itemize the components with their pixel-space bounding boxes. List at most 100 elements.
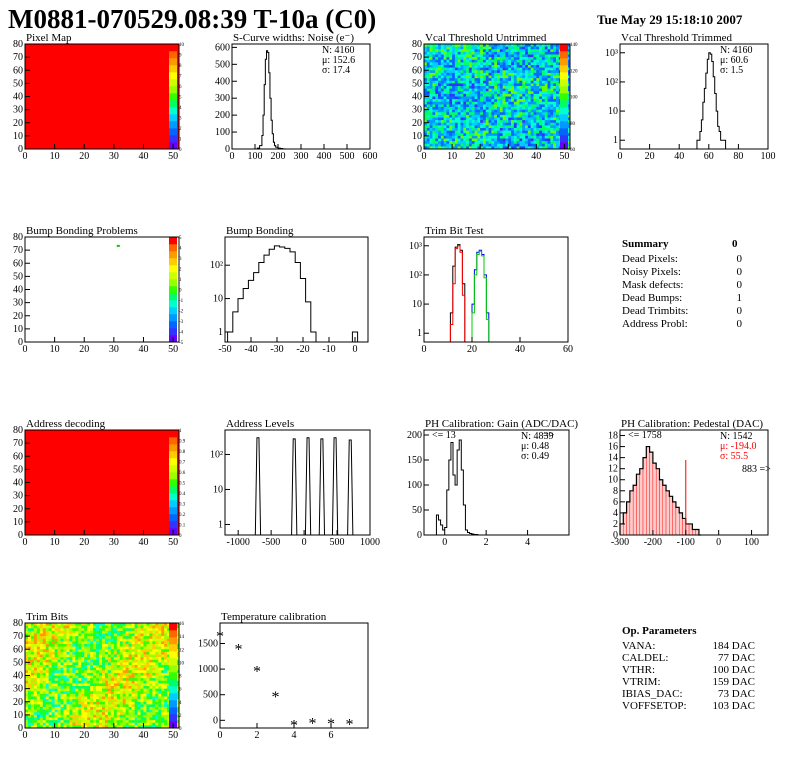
heatmap-cell — [33, 628, 38, 632]
heatmap-cell — [525, 138, 529, 142]
colorbar-segment — [169, 114, 177, 122]
heatmap-cell — [446, 80, 450, 84]
heatmap-cell — [522, 107, 526, 110]
hist-bar-fill — [639, 468, 644, 536]
heatmap-cell — [131, 712, 135, 716]
heatmap-cell — [110, 667, 115, 671]
heatmap-cell — [440, 62, 444, 66]
heatmap-cell — [104, 659, 109, 663]
heatmap-cell — [471, 96, 475, 100]
heatmap-cell — [90, 670, 94, 674]
heatmap-cell — [143, 680, 147, 684]
heatmap-cell — [555, 122, 560, 126]
colorbar-label: 4 — [179, 106, 182, 111]
heatmap-fill — [25, 430, 179, 535]
heatmap-cell — [78, 667, 82, 671]
heatmap-cell — [460, 75, 464, 79]
heatmap-cell — [485, 99, 489, 103]
heatmap-cell — [125, 691, 129, 695]
heatmap-cell — [429, 120, 433, 124]
heatmap-cell — [488, 143, 492, 147]
heatmap-cell — [544, 80, 548, 84]
heatmap-cell — [508, 57, 512, 61]
heatmap-cell — [66, 636, 70, 640]
heatmap-cell — [440, 117, 444, 121]
heatmap-cell — [426, 57, 430, 61]
heatmap-cell — [131, 654, 135, 658]
colorbar-segment — [560, 128, 568, 136]
heatmap-cell — [555, 80, 560, 84]
heatmap-cell — [491, 72, 495, 76]
heatmap-cell — [488, 99, 492, 103]
heatmap-cell — [466, 125, 470, 129]
heatmap-cell — [93, 680, 97, 684]
heatmap-cell — [25, 722, 29, 726]
hist-peak — [254, 437, 262, 536]
colorbar-segment — [169, 121, 177, 129]
heatmap-cell — [502, 75, 506, 79]
heatmap-cell — [452, 49, 456, 53]
heatmap-cell — [443, 51, 447, 55]
heatmap-cell — [25, 670, 29, 674]
heatmap-cell — [78, 636, 82, 640]
heatmap-cell — [122, 725, 126, 729]
heatmap-cell — [102, 672, 106, 676]
heatmap-cell — [460, 88, 464, 92]
heatmap-cell — [488, 70, 492, 74]
heatmap-cell — [176, 646, 180, 650]
heatmap-cell — [54, 693, 58, 697]
heatmap-cell — [149, 688, 153, 692]
heatmap-cell — [474, 80, 478, 84]
heatmap-cell — [30, 625, 35, 629]
heatmap-cell — [27, 678, 32, 682]
heatmap-cell — [143, 725, 147, 729]
heatmap-cell — [522, 88, 526, 92]
heatmap-cell — [530, 88, 534, 92]
heatmap-cell — [432, 122, 436, 126]
heatmap-cell — [81, 680, 85, 684]
heatmap-cell — [137, 680, 141, 684]
heatmap-cell — [440, 93, 444, 97]
summary-value: 0 — [737, 266, 743, 278]
heatmap-cell — [488, 62, 492, 66]
heatmap-cell — [536, 120, 540, 124]
heatmap-cell — [143, 651, 147, 655]
heatmap-cell — [42, 714, 47, 718]
heatmap-cell — [75, 646, 79, 650]
heatmap-cell — [505, 120, 509, 124]
heatmap-cell — [158, 696, 162, 700]
colorbar-label: 0.9 — [179, 440, 186, 445]
heatmap-cell — [491, 96, 495, 100]
heatmap-cell — [42, 691, 47, 695]
heatmap-cell — [443, 44, 447, 47]
heatmap-cell — [48, 678, 52, 682]
heatmap-cell — [63, 646, 67, 650]
heatmap-cell — [454, 146, 458, 150]
heatmap-cell — [72, 717, 76, 721]
colorbar-segment — [169, 693, 177, 701]
heatmap-cell — [161, 717, 165, 721]
x-tick-label: 40 — [138, 151, 148, 162]
heatmap-cell — [511, 75, 515, 79]
heatmap-cell — [54, 651, 58, 655]
heatmap-cell — [69, 672, 73, 676]
heatmap-cell — [90, 654, 94, 658]
heatmap-cell — [494, 72, 498, 76]
heatmap-cell — [477, 80, 481, 84]
op-label: VANA: — [622, 640, 655, 652]
heatmap-cell — [102, 659, 106, 663]
heatmap-cell — [27, 714, 32, 718]
heatmap-cell — [513, 146, 517, 150]
heatmap-cell — [36, 691, 41, 695]
heatmap-cell — [567, 109, 571, 113]
heatmap-cell — [533, 44, 537, 47]
heatmap-cell — [54, 699, 58, 703]
hist-series — [469, 249, 491, 343]
heatmap-cell — [438, 78, 442, 82]
heatmap-cell — [460, 114, 464, 118]
heatmap-cell — [57, 699, 61, 703]
heatmap-cell — [511, 88, 515, 92]
heatmap-cell — [63, 720, 67, 724]
heatmap-cell — [499, 135, 503, 139]
heatmap-cell — [57, 657, 61, 661]
